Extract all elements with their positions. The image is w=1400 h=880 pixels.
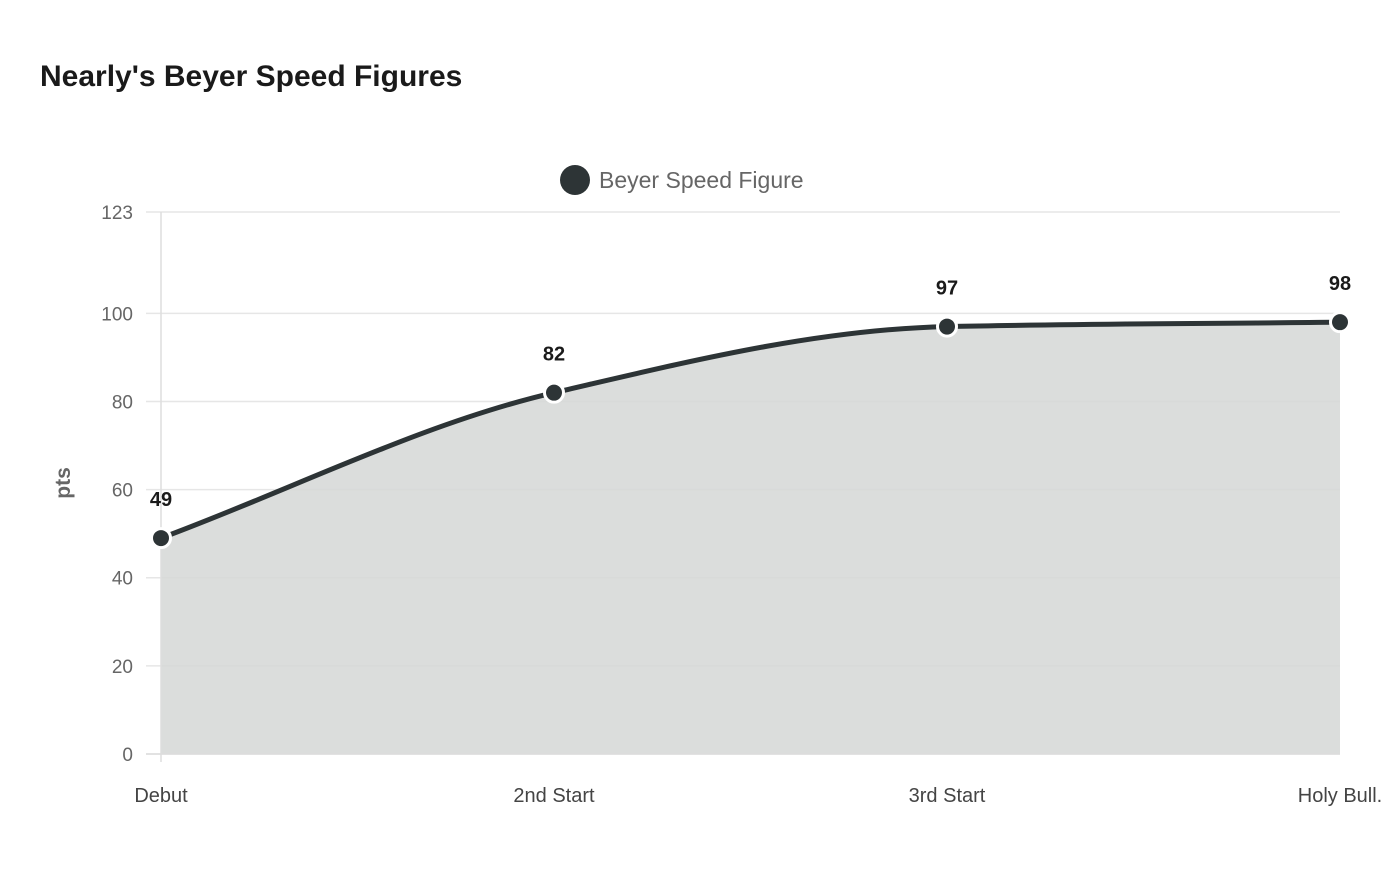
data-point-3[interactable] xyxy=(1329,311,1351,334)
data-point-1[interactable] xyxy=(543,381,565,404)
data-points xyxy=(150,311,1351,550)
data-labels: 49 82 97 98 xyxy=(150,273,1351,511)
x-axis-ticks: Debut 2nd Start 3rd Start Holy Bull. xyxy=(134,785,1382,807)
data-label-2: 97 xyxy=(936,278,958,300)
data-point-2[interactable] xyxy=(936,315,958,338)
chart-title: Nearly's Beyer Speed Figures xyxy=(40,60,463,93)
series-area-fill xyxy=(161,322,1340,754)
data-label-0: 49 xyxy=(150,489,172,511)
y-tick-label-1: 20 xyxy=(112,657,133,678)
y-axis-label: pts xyxy=(52,467,75,499)
x-tick-label-0: Debut xyxy=(134,785,188,807)
y-tick-label-6: 123 xyxy=(101,203,133,224)
x-tick-label-1: 2nd Start xyxy=(513,785,595,807)
y-tick-label-0: 0 xyxy=(122,745,133,766)
y-tick-label-4: 80 xyxy=(112,392,133,413)
y-axis-ticks: 0 20 40 60 80 100 123 xyxy=(101,203,133,766)
x-tick-label-3: Holy Bull. xyxy=(1298,785,1382,807)
y-tick-label-5: 100 xyxy=(101,304,133,325)
legend-marker xyxy=(560,165,590,195)
x-tick-label-2: 3rd Start xyxy=(909,785,986,807)
data-label-3: 98 xyxy=(1329,273,1351,295)
legend-label: Beyer Speed Figure xyxy=(599,167,804,193)
data-point-0[interactable] xyxy=(150,527,172,550)
y-tick-label-3: 60 xyxy=(112,481,133,502)
y-tick-label-2: 40 xyxy=(112,569,133,590)
series-line xyxy=(158,319,1343,541)
data-label-1: 82 xyxy=(543,344,565,366)
legend[interactable]: Beyer Speed Figure xyxy=(560,165,804,195)
